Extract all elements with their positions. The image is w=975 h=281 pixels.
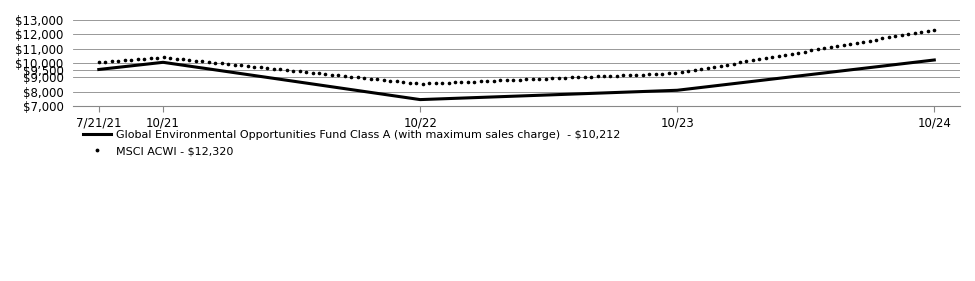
Line: Global Environmental Opportunities Fund Class A (with maximum sales charge)  - $10,212: Global Environmental Opportunities Fund … <box>98 60 934 99</box>
MSCI ACWI - $12,320 <box>650 72 662 76</box>
MSCI ACWI - $12,320 <box>715 64 726 67</box>
MSCI ACWI - $12,320 <box>928 28 940 31</box>
Global Environmental Opportunities Fund Class A (with maximum sales charge)  - $10,212 <box>93 68 104 71</box>
Line: MSCI ACWI - $12,320: MSCI ACWI - $12,320 <box>97 28 937 86</box>
Global Environmental Opportunities Fund Class A (with maximum sales charge)  - $10,212 <box>928 58 940 62</box>
Global Environmental Opportunities Fund Class A (with maximum sales charge)  - $10,212 <box>414 98 426 101</box>
MSCI ACWI - $12,320 <box>416 82 428 85</box>
MSCI ACWI - $12,320 <box>533 77 545 81</box>
MSCI ACWI - $12,320 <box>754 58 765 61</box>
MSCI ACWI - $12,320 <box>93 61 104 64</box>
Legend: Global Environmental Opportunities Fund Class A (with maximum sales charge)  - $: Global Environmental Opportunities Fund … <box>79 125 625 161</box>
Global Environmental Opportunities Fund Class A (with maximum sales charge)  - $10,212 <box>157 61 169 64</box>
MSCI ACWI - $12,320 <box>455 80 467 84</box>
Global Environmental Opportunities Fund Class A (with maximum sales charge)  - $10,212 <box>672 89 683 92</box>
MSCI ACWI - $12,320 <box>320 72 332 76</box>
